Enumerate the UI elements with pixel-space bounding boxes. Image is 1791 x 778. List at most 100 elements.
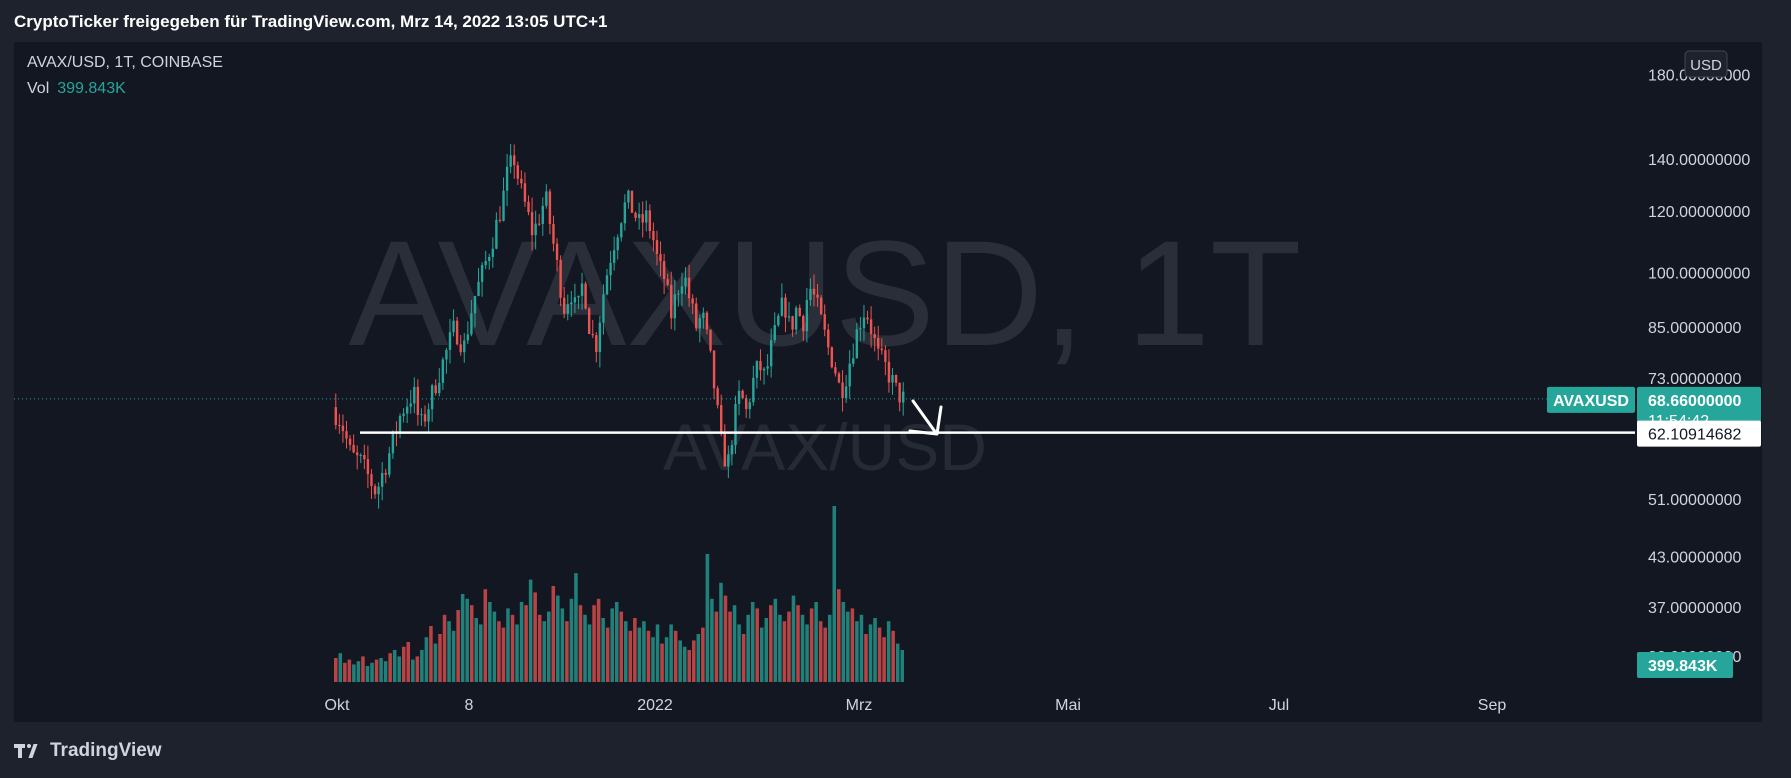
volume-bar xyxy=(592,605,596,682)
support-level-tag xyxy=(1637,420,1761,447)
candle-body xyxy=(709,329,712,351)
candle-body xyxy=(580,283,584,296)
candle-body xyxy=(855,329,859,359)
volume-bar xyxy=(628,630,633,682)
candle-body xyxy=(405,406,409,414)
currency-button-label[interactable]: USD xyxy=(1690,57,1722,74)
y-tick-label: 51.00000000 xyxy=(1648,492,1742,509)
volume-bar xyxy=(338,653,343,682)
volume-bar xyxy=(864,634,868,682)
candle-body xyxy=(566,304,569,314)
volume-bar xyxy=(456,610,460,682)
candle-body xyxy=(616,237,619,251)
watermark-large: AVAXUSD, 1T xyxy=(348,209,1301,377)
tradingview-logo[interactable]: TradingView xyxy=(14,740,162,762)
volume-bar xyxy=(392,650,397,682)
candle-body xyxy=(612,250,616,263)
volume-bar xyxy=(719,582,723,682)
candle-body xyxy=(648,210,652,232)
legend-volume: Vol 399.843K xyxy=(27,80,126,98)
volume-bar xyxy=(682,646,687,682)
candle-body xyxy=(434,385,437,394)
candle-body xyxy=(466,334,470,341)
candle-body xyxy=(523,183,527,202)
candle-body xyxy=(827,329,830,348)
candle-body xyxy=(673,294,677,319)
volume-bar xyxy=(868,624,873,682)
candle-body xyxy=(413,386,416,404)
candle-body xyxy=(584,283,587,309)
candle-body xyxy=(359,454,362,456)
candle-body xyxy=(513,155,516,166)
volume-bar xyxy=(451,630,456,682)
candle-body xyxy=(873,334,876,339)
candle-body xyxy=(577,295,580,298)
x-tick-label: 2022 xyxy=(637,697,673,714)
volume-bar xyxy=(474,618,479,682)
x-tick-label: Jul xyxy=(1269,697,1289,714)
volume-bar xyxy=(673,630,678,682)
x-tick-label: Sep xyxy=(1478,697,1507,714)
candle-body xyxy=(877,338,880,349)
candle-body xyxy=(805,299,809,332)
candle-body xyxy=(819,297,823,315)
candle-body xyxy=(802,315,805,332)
volume-bar xyxy=(633,618,637,682)
volume-bar xyxy=(347,659,352,682)
candle-body xyxy=(366,459,370,475)
volume-bar xyxy=(442,614,447,682)
volume-bar xyxy=(374,659,379,682)
candle-body xyxy=(484,260,487,266)
x-tick-label: Mai xyxy=(1055,697,1081,714)
volume-bar xyxy=(687,650,692,682)
candle-body xyxy=(384,472,387,475)
volume-bar xyxy=(406,642,411,682)
candle-body xyxy=(730,444,734,455)
candle-body xyxy=(391,431,395,454)
candle-body xyxy=(830,347,834,368)
volume-bar xyxy=(596,598,601,682)
volume-bar xyxy=(895,643,900,682)
legend-symbol: AVAX/USD, 1T, COINBASE xyxy=(27,54,223,71)
candle-body xyxy=(488,256,491,261)
candle-body xyxy=(687,277,691,299)
candle-body xyxy=(477,281,480,296)
candle-body xyxy=(552,224,555,244)
price-tag-value: 68.66000000 xyxy=(1648,393,1742,410)
volume-bar xyxy=(746,614,750,682)
volume-bar xyxy=(769,605,773,682)
volume-bar xyxy=(343,662,347,682)
candle-body xyxy=(398,415,402,432)
candle-body xyxy=(441,359,445,383)
y-tick-label: 85.00000000 xyxy=(1648,320,1742,337)
arrow-head-icon xyxy=(908,405,943,436)
candle-body xyxy=(755,361,759,378)
candle-body xyxy=(852,358,855,364)
candle-body xyxy=(680,286,684,294)
candle-body xyxy=(645,210,648,223)
candle-body xyxy=(812,288,816,295)
candle-body xyxy=(794,307,798,330)
volume-bar xyxy=(891,630,895,682)
volume-bar xyxy=(692,640,696,682)
candle-body xyxy=(473,295,477,314)
candle-body xyxy=(448,332,452,350)
candle-body xyxy=(737,390,741,404)
volume-bar xyxy=(519,602,524,682)
volume-bar xyxy=(818,621,823,682)
candle-body xyxy=(520,178,523,184)
volume-bar xyxy=(701,627,705,682)
candle-body xyxy=(862,317,866,329)
volume-bar xyxy=(705,554,710,682)
volume-bar xyxy=(642,621,646,682)
volume-bar xyxy=(415,656,420,682)
candle-body xyxy=(677,293,680,295)
volume-tag xyxy=(1637,652,1733,678)
candle-body xyxy=(502,190,505,221)
volume-bar xyxy=(411,659,415,682)
volume-bar xyxy=(383,661,388,682)
volume-bar xyxy=(660,643,664,682)
candle-body xyxy=(670,284,673,319)
volume-bar xyxy=(832,506,837,682)
